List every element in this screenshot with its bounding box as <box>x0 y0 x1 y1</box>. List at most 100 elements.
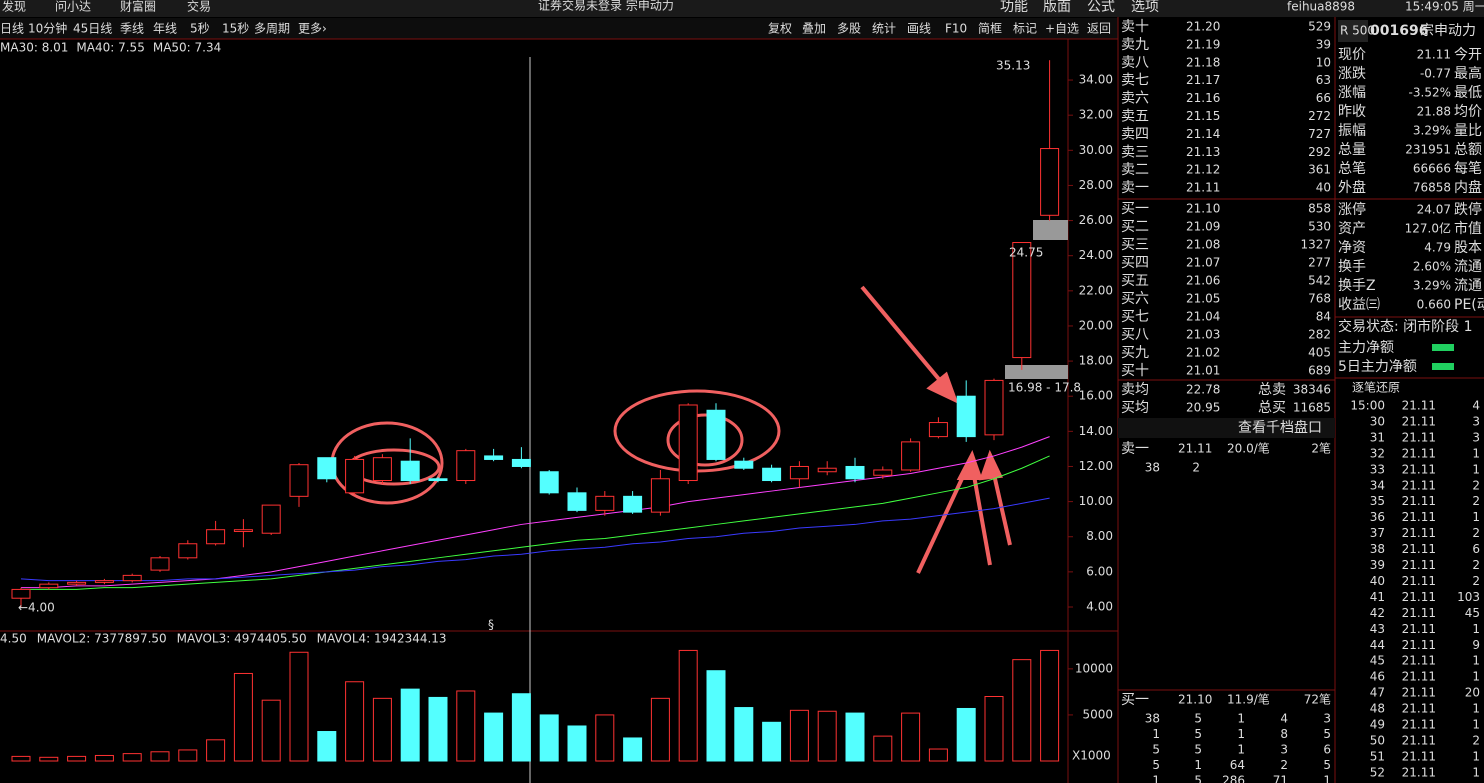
tick-volume: 1 <box>1472 654 1480 668</box>
tick-time: 34 <box>1370 478 1385 492</box>
tool-button[interactable]: 标记 <box>1013 22 1037 36</box>
bid1-order: 1 <box>1237 727 1245 741</box>
y-tick-label: 4.00 <box>1086 599 1113 613</box>
tick-time: 50 <box>1370 733 1385 747</box>
volume-bar <box>233 672 253 762</box>
tool-button[interactable]: 画线 <box>907 22 931 36</box>
order-volume: 292 <box>1308 145 1331 159</box>
tool-button[interactable]: 简框 <box>978 22 1002 36</box>
order-price: 21.09 <box>1186 220 1220 234</box>
stat-value: 21.11 <box>1417 48 1451 62</box>
candle-body <box>122 574 142 582</box>
period-button[interactable]: 15秒 <box>222 22 249 36</box>
legend-entry: MAVOL3: 4974405.50 <box>177 632 307 646</box>
volume-bar <box>39 756 59 762</box>
period-button[interactable]: 季线 <box>120 22 144 36</box>
order-label: 买一 <box>1121 201 1149 217</box>
period-button[interactable]: 年线 <box>153 22 177 36</box>
candle-body <box>873 469 893 476</box>
menu-item[interactable]: 版面 <box>1043 0 1071 15</box>
tool-button[interactable]: 统计 <box>872 22 896 36</box>
bid1-count: 72笔 <box>1304 692 1331 707</box>
tick-price: 21.11 <box>1402 558 1436 572</box>
period-button[interactable]: 日线 <box>0 22 24 36</box>
tool-button[interactable]: +自选 <box>1045 22 1079 36</box>
tick-price: 21.11 <box>1402 606 1436 620</box>
candle-body <box>206 529 226 545</box>
order-label: 卖三 <box>1121 144 1149 160</box>
avg-price: 20.95 <box>1186 401 1220 415</box>
order-label: 买三 <box>1121 237 1149 253</box>
bid1-order: 71 <box>1273 774 1288 783</box>
depth-button-bg[interactable] <box>1118 418 1335 438</box>
tick-price: 21.11 <box>1402 622 1436 636</box>
stat-value: -3.52% <box>1409 86 1451 100</box>
volume-bar <box>539 714 559 762</box>
volume-bar <box>511 693 531 762</box>
tool-button[interactable]: F10 <box>945 22 967 36</box>
tick-volume: 1 <box>1472 510 1480 524</box>
menu-item[interactable]: 公式 <box>1087 0 1115 15</box>
arrow-head <box>979 449 1004 481</box>
volume-bar <box>817 710 837 762</box>
period-button[interactable]: 10分钟 <box>28 21 67 36</box>
tick-price: 21.11 <box>1402 670 1436 684</box>
menu-item[interactable]: 财富圈 <box>120 0 156 14</box>
depth-button[interactable]: 查看千档盘口 <box>1238 419 1322 436</box>
order-label: 卖二 <box>1121 162 1149 178</box>
tick-volume: 1 <box>1472 622 1480 636</box>
order-label: 卖五 <box>1121 109 1149 125</box>
volume-bar <box>928 748 948 762</box>
menu-item[interactable]: 功能 <box>1000 0 1028 15</box>
volume-bar <box>122 753 142 762</box>
tool-button[interactable]: 复权 <box>768 22 792 36</box>
stock-name: 宗申动力 <box>1420 23 1476 39</box>
tool-button[interactable]: 多股 <box>837 22 861 36</box>
avg-label: 总买 <box>1258 400 1286 416</box>
menu-item[interactable]: 问小达 <box>55 0 91 14</box>
tick-time: 38 <box>1370 542 1385 556</box>
tick-volume: 4 <box>1472 399 1480 413</box>
avg-label: 总卖 <box>1258 382 1286 398</box>
flow-label: 主力净额 <box>1338 340 1394 356</box>
ask1-price: 21.11 <box>1178 442 1212 456</box>
volume-bar <box>94 754 114 762</box>
legend-entry: 4.50 <box>0 632 27 646</box>
stat-label: PE(动 <box>1454 297 1484 313</box>
period-button[interactable]: 45日线 <box>73 22 112 36</box>
tick-volume: 1 <box>1472 718 1480 732</box>
candle-body <box>734 460 754 469</box>
stat-label: 资产 <box>1338 221 1366 237</box>
stat-label: 最高 <box>1454 65 1482 82</box>
menu-item[interactable]: 交易 <box>187 0 211 14</box>
period-button[interactable]: 更多› <box>298 22 327 36</box>
tick-time: 52 <box>1370 765 1385 779</box>
menu-item[interactable]: 发现 <box>2 0 26 14</box>
order-label: 卖六 <box>1121 91 1149 107</box>
stat-label: 流通 <box>1454 278 1482 294</box>
y-tick-label: 12.00 <box>1079 459 1113 473</box>
tool-button[interactable]: 叠加 <box>802 22 826 36</box>
tick-time: 42 <box>1370 606 1385 620</box>
avg-volume: 38346 <box>1293 383 1331 397</box>
order-volume: 727 <box>1308 127 1331 141</box>
y-tick-label: 14.00 <box>1079 424 1113 438</box>
menu-item[interactable]: 选项 <box>1131 0 1159 15</box>
order-price: 21.08 <box>1186 238 1220 252</box>
tick-volume: 1 <box>1472 765 1480 779</box>
price-tag <box>1005 365 1068 379</box>
period-button[interactable]: 5秒 <box>190 22 210 36</box>
candle-body <box>484 455 504 460</box>
tick-price: 21.11 <box>1402 510 1436 524</box>
unit-label: X1000 <box>1072 749 1111 763</box>
avg-price: 22.78 <box>1186 383 1220 397</box>
candle-body <box>1012 242 1032 359</box>
order-label: 买八 <box>1121 327 1149 343</box>
order-price: 21.10 <box>1186 202 1220 216</box>
tool-button[interactable]: 返回 <box>1087 22 1111 36</box>
order-label: 卖八 <box>1121 55 1149 71</box>
order-price: 21.15 <box>1186 109 1220 123</box>
period-button[interactable]: 多周期 <box>254 22 290 36</box>
clock: 15:49:05 周一 <box>1405 0 1484 14</box>
order-price: 21.04 <box>1186 310 1220 324</box>
